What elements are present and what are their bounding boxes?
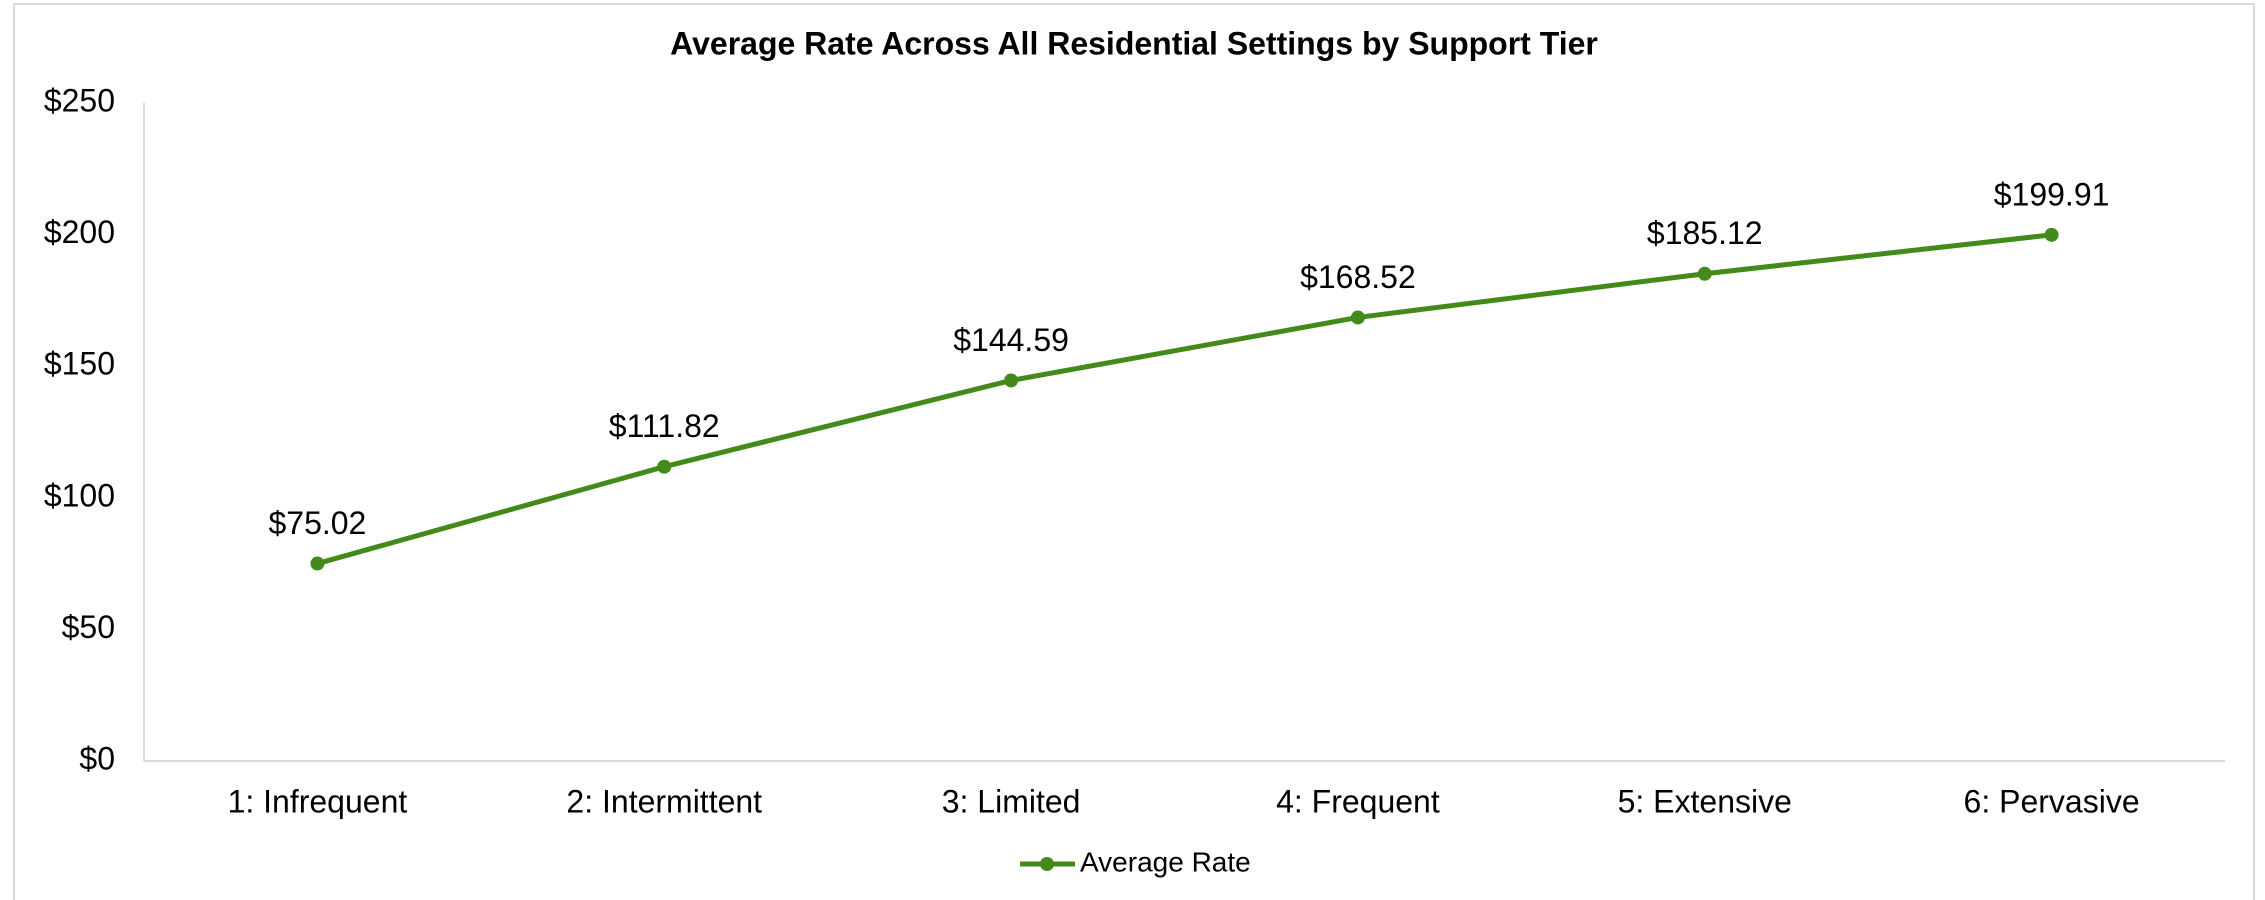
x-tick-label: 6: Pervasive (1964, 783, 2140, 819)
y-tick-label: $0 (79, 740, 115, 776)
y-tick-label: $200 (44, 214, 115, 250)
data-point (310, 556, 325, 571)
x-tick-label: 2: Intermittent (566, 783, 762, 819)
legend-label: Average Rate (1080, 846, 1251, 877)
x-tick-label: 3: Limited (942, 783, 1081, 819)
y-tick-label: $50 (62, 609, 115, 645)
data-label: $199.91 (1994, 176, 2110, 212)
data-label: $111.82 (609, 408, 720, 444)
legend-marker (1040, 857, 1054, 871)
data-point (1350, 310, 1365, 325)
x-tick-label: 5: Extensive (1618, 783, 1792, 819)
y-tick-label: $250 (44, 82, 115, 118)
data-label: $144.59 (953, 322, 1069, 358)
data-point (2044, 227, 2059, 242)
data-point (1004, 373, 1019, 388)
data-point (657, 459, 672, 474)
data-label: $75.02 (268, 505, 366, 541)
x-tick-label: 4: Frequent (1276, 783, 1440, 819)
series-line (316, 232, 2052, 566)
x-tick-label: 1: Infrequent (228, 783, 408, 819)
data-label: $168.52 (1300, 259, 1416, 295)
y-tick-label: $150 (44, 346, 115, 382)
chart-title: Average Rate Across All Residential Sett… (670, 25, 1598, 61)
y-tick-label: $100 (44, 477, 115, 513)
data-point (1697, 266, 1712, 281)
data-label: $185.12 (1647, 215, 1763, 251)
chart-frame (13, 3, 2255, 900)
